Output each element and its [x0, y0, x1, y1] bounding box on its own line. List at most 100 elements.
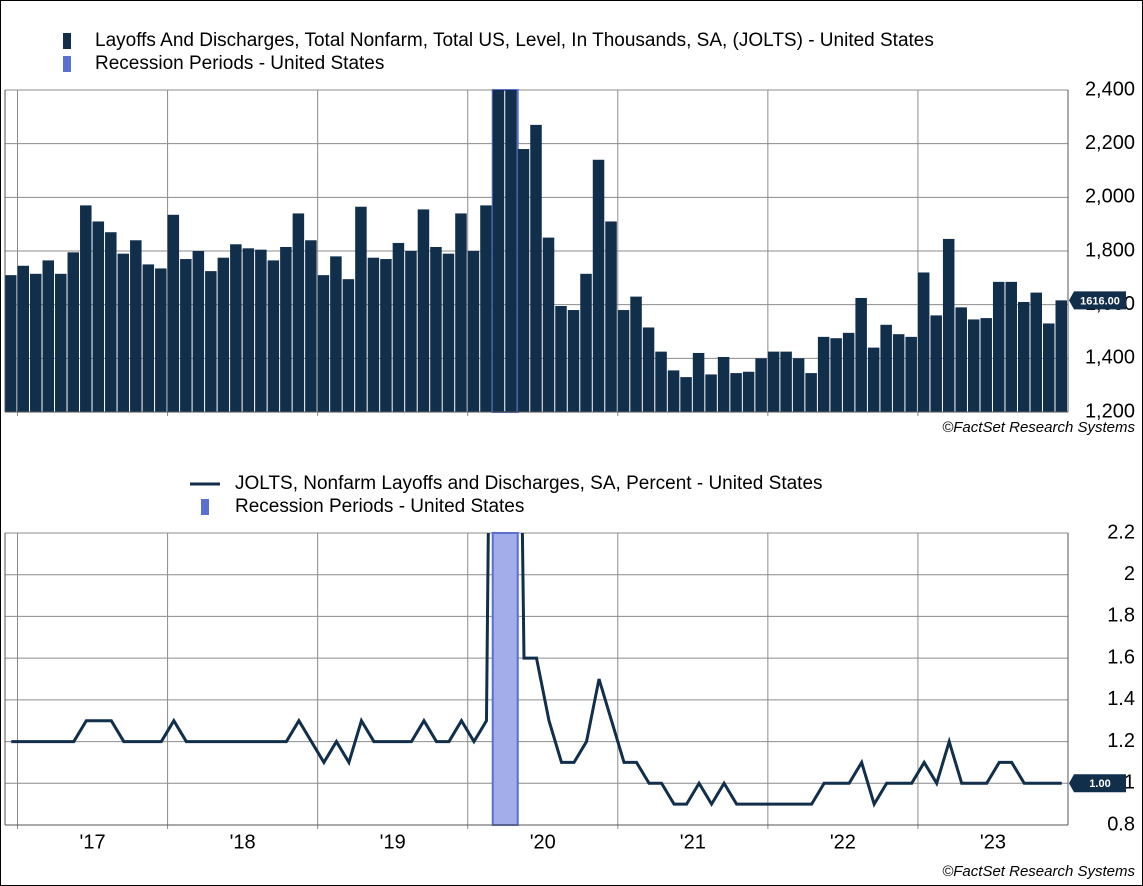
bar — [517, 149, 530, 412]
bar — [167, 214, 180, 412]
source: ©FactSet Research Systems — [942, 419, 1135, 436]
x-tick-label: '17 — [80, 831, 106, 853]
plot — [5, 90, 1067, 412]
legend-label: JOLTS, Nonfarm Layoffs and Discharges, S… — [235, 473, 823, 494]
bar — [280, 246, 292, 412]
bar — [767, 351, 780, 412]
bar — [805, 373, 817, 412]
bar — [442, 253, 455, 412]
bar — [142, 264, 155, 412]
bar — [542, 237, 555, 412]
bar — [667, 370, 680, 412]
plot — [11, 533, 1062, 808]
bar — [305, 240, 317, 412]
value-label: 1616.00 — [1080, 295, 1120, 307]
bar — [1055, 300, 1067, 412]
y-tick-label: 2,200 — [1085, 132, 1135, 154]
bar — [217, 257, 230, 412]
bar — [980, 318, 992, 412]
x-tick-label: '22 — [830, 831, 856, 853]
y-tick-label: 2,400 — [1085, 78, 1135, 100]
bar — [355, 206, 367, 412]
bar — [717, 356, 730, 412]
y-tick-label: 2 — [1124, 563, 1135, 585]
bar — [155, 268, 167, 412]
bar — [755, 358, 767, 412]
y-tick-label: 1,200 — [1085, 400, 1135, 422]
legend-swatch — [63, 56, 71, 72]
source: ©FactSet Research Systems — [942, 863, 1135, 880]
bar — [42, 260, 55, 412]
bar — [555, 306, 567, 412]
bar — [192, 251, 205, 412]
bar — [742, 371, 755, 412]
recession-band — [491, 532, 519, 826]
bar — [617, 310, 630, 412]
bar — [642, 327, 655, 412]
bar — [467, 251, 480, 412]
bar — [67, 252, 80, 412]
bar — [942, 238, 955, 412]
x-tick-label: '18 — [230, 831, 256, 853]
legend-swatch — [63, 33, 71, 49]
bar — [130, 240, 142, 412]
bar — [417, 209, 430, 412]
bar — [1042, 323, 1055, 412]
bar — [730, 373, 742, 412]
bar — [255, 249, 267, 412]
bar — [792, 358, 805, 412]
bar — [917, 272, 930, 412]
bar — [317, 275, 330, 412]
legend-label: Recession Periods - United States — [235, 496, 524, 517]
y-tick-label: 1.2 — [1107, 730, 1135, 752]
bar — [692, 352, 705, 412]
bar — [55, 273, 67, 412]
bar — [367, 257, 380, 412]
bar — [342, 279, 355, 412]
bar — [955, 307, 967, 412]
value-label: 1.00 — [1089, 778, 1110, 790]
bar — [580, 273, 592, 412]
bar — [830, 338, 842, 412]
x-tick-label: '23 — [980, 831, 1006, 853]
y-tick-label: 0.8 — [1107, 813, 1135, 835]
bar — [780, 351, 792, 412]
bar — [92, 221, 105, 412]
callout — [1069, 291, 1126, 310]
bar — [117, 253, 130, 412]
bar — [855, 297, 867, 412]
bar — [1005, 281, 1017, 412]
y-tick-label: 1,800 — [1085, 239, 1135, 261]
bar — [1030, 292, 1042, 412]
bar — [455, 213, 467, 412]
bar — [505, 90, 517, 412]
bar — [480, 205, 492, 412]
bar — [80, 205, 92, 412]
bar — [5, 275, 17, 412]
bar — [1017, 301, 1030, 412]
bar — [630, 296, 642, 412]
bar — [842, 332, 855, 412]
bar — [567, 310, 580, 412]
bar — [180, 259, 192, 412]
callout — [1069, 774, 1126, 793]
legend-swatch — [201, 499, 209, 515]
bar — [605, 221, 617, 412]
bar — [967, 319, 980, 412]
y-tick-label: 1.4 — [1107, 688, 1135, 710]
bar — [430, 246, 442, 412]
bar — [330, 256, 342, 412]
bar — [930, 315, 942, 412]
bar — [905, 336, 917, 412]
bar — [530, 124, 542, 412]
bar — [592, 159, 605, 412]
y-tick-label: 1 — [1124, 772, 1135, 794]
bar — [892, 334, 905, 412]
bar — [492, 90, 505, 412]
bar — [292, 213, 305, 412]
bar — [242, 248, 255, 412]
y-tick-label: 2.2 — [1107, 521, 1135, 543]
legend-label: Recession Periods - United States — [95, 53, 384, 74]
